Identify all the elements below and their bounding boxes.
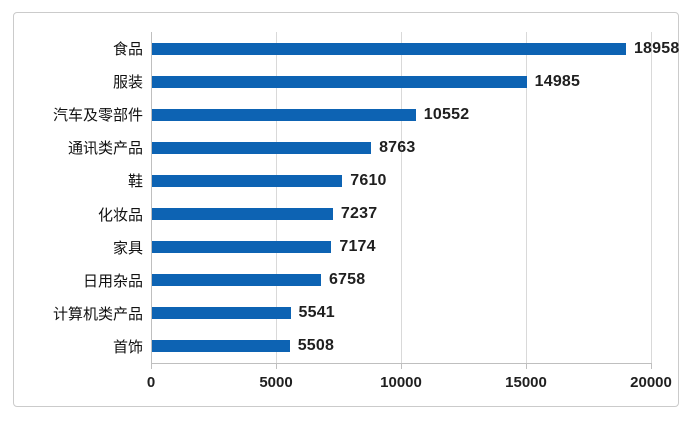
axis-tick-mark (526, 363, 527, 369)
bar-value-label: 18958 (633, 39, 680, 57)
category-label: 食品 (112, 42, 143, 59)
bar-value-label: 8763 (379, 138, 416, 156)
category-label: 首饰 (112, 339, 143, 356)
axis-tick-mark (276, 363, 277, 369)
bar-value-label: 5508 (297, 337, 335, 355)
y-axis-line (151, 32, 152, 363)
bar-value-label: 10552 (423, 105, 470, 123)
bar-value-label: 7610 (350, 171, 387, 189)
bar-value-label: 7237 (340, 205, 378, 223)
gridline (651, 32, 652, 363)
bar (152, 274, 321, 287)
x-axis-line (151, 363, 652, 364)
axis-tick-mark (401, 363, 402, 369)
x-axis-tick-label: 10000 (380, 374, 422, 391)
bar (152, 241, 332, 254)
bar (152, 42, 626, 55)
gridline (401, 32, 402, 363)
x-axis-tick-label: 15000 (505, 374, 547, 391)
bar-value-label: 7174 (339, 238, 376, 256)
gridline (526, 32, 527, 363)
gridline (276, 32, 277, 363)
bar (152, 208, 333, 221)
category-label: 通讯类产品 (67, 141, 143, 158)
category-label: 鞋 (127, 174, 143, 191)
axis-tick-mark (651, 363, 652, 369)
category-label: 服装 (112, 75, 143, 92)
bar-value-label: 14985 (534, 72, 581, 90)
category-label: 日用杂品 (82, 273, 143, 290)
category-label: 计算机类产品 (52, 306, 143, 323)
category-label: 化妆品 (97, 207, 143, 224)
bar (152, 307, 291, 320)
x-axis-tick-label: 20000 (630, 374, 672, 391)
bar (152, 141, 372, 154)
axis-tick-mark (151, 363, 152, 369)
category-label: 汽车及零部件 (52, 108, 143, 125)
x-axis-tick-label: 0 (146, 374, 156, 391)
bar (152, 340, 290, 353)
chart-frame: 0 5000 10000 15000 20000 食品 18958 服装 14985 汽车及零部件… (13, 12, 679, 407)
bar-value-label: 6758 (328, 271, 366, 289)
bar (152, 174, 343, 187)
x-axis-tick-label: 5000 (259, 374, 293, 391)
bar (152, 75, 527, 88)
category-label: 家具 (112, 240, 143, 257)
bar-value-label: 5541 (298, 304, 335, 322)
bar (152, 108, 416, 121)
